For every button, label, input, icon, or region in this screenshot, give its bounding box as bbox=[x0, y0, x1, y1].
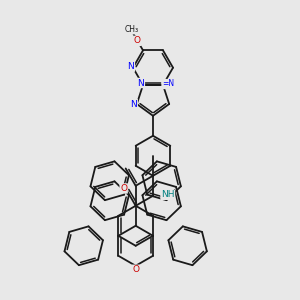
Text: O: O bbox=[132, 265, 139, 274]
Text: O: O bbox=[134, 36, 141, 45]
Text: NH: NH bbox=[161, 190, 175, 199]
Text: O: O bbox=[120, 184, 127, 193]
Text: =N: =N bbox=[162, 80, 174, 88]
Text: N: N bbox=[138, 79, 144, 88]
Text: N: N bbox=[128, 62, 134, 71]
Text: CH₃: CH₃ bbox=[125, 25, 139, 34]
Text: N: N bbox=[130, 100, 137, 109]
